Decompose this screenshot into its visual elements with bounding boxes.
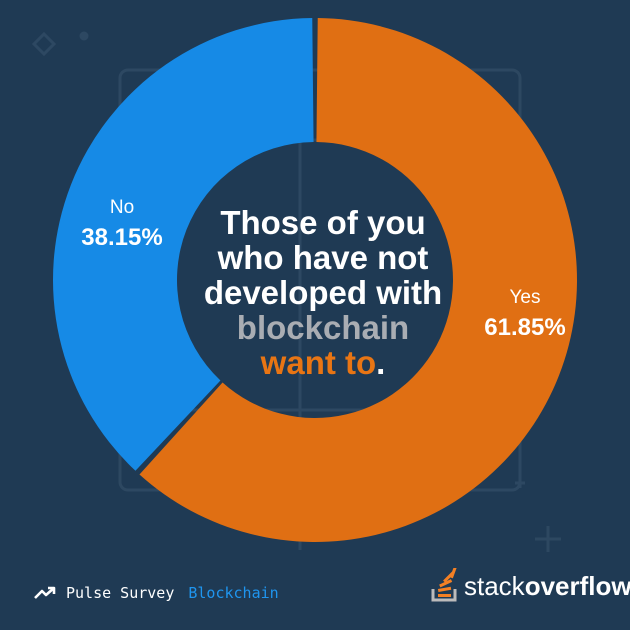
slice-value: 61.85% (484, 314, 566, 341)
footer-survey: Pulse Survey Blockchain (34, 582, 279, 604)
center-title-accent: want to (260, 344, 377, 381)
brand-bold: overflow (524, 571, 630, 601)
center-title-line: developed with (203, 274, 443, 311)
slice-value: 38.15% (81, 224, 163, 251)
slice-name: Yes (509, 287, 541, 308)
slice-label-yes: Yes 61.85% (470, 287, 580, 343)
center-title-period: . (376, 344, 386, 381)
slice-name: No (109, 197, 135, 218)
center-title-line: who have not (217, 239, 429, 276)
slice-no (52, 18, 314, 471)
center-title: Those of you who have not developed with… (195, 205, 451, 380)
trending-up-icon (34, 586, 56, 599)
slice-label-no: No 38.15% (72, 197, 172, 253)
brand-name: stackoverflow (464, 571, 630, 602)
center-title-highlight: blockchain (236, 309, 410, 346)
survey-name: Pulse Survey (66, 584, 175, 602)
stack-overflow-logo-icon (431, 568, 458, 602)
slices (52, 18, 577, 543)
slice-yes (139, 18, 577, 543)
brand-regular: stack (464, 571, 525, 601)
center-title-line: Those of you (220, 204, 426, 241)
center-title-line: want to. (195, 345, 451, 380)
stack-overflow-logo: stackoverflow (430, 566, 630, 602)
survey-topic: Blockchain (188, 584, 279, 602)
